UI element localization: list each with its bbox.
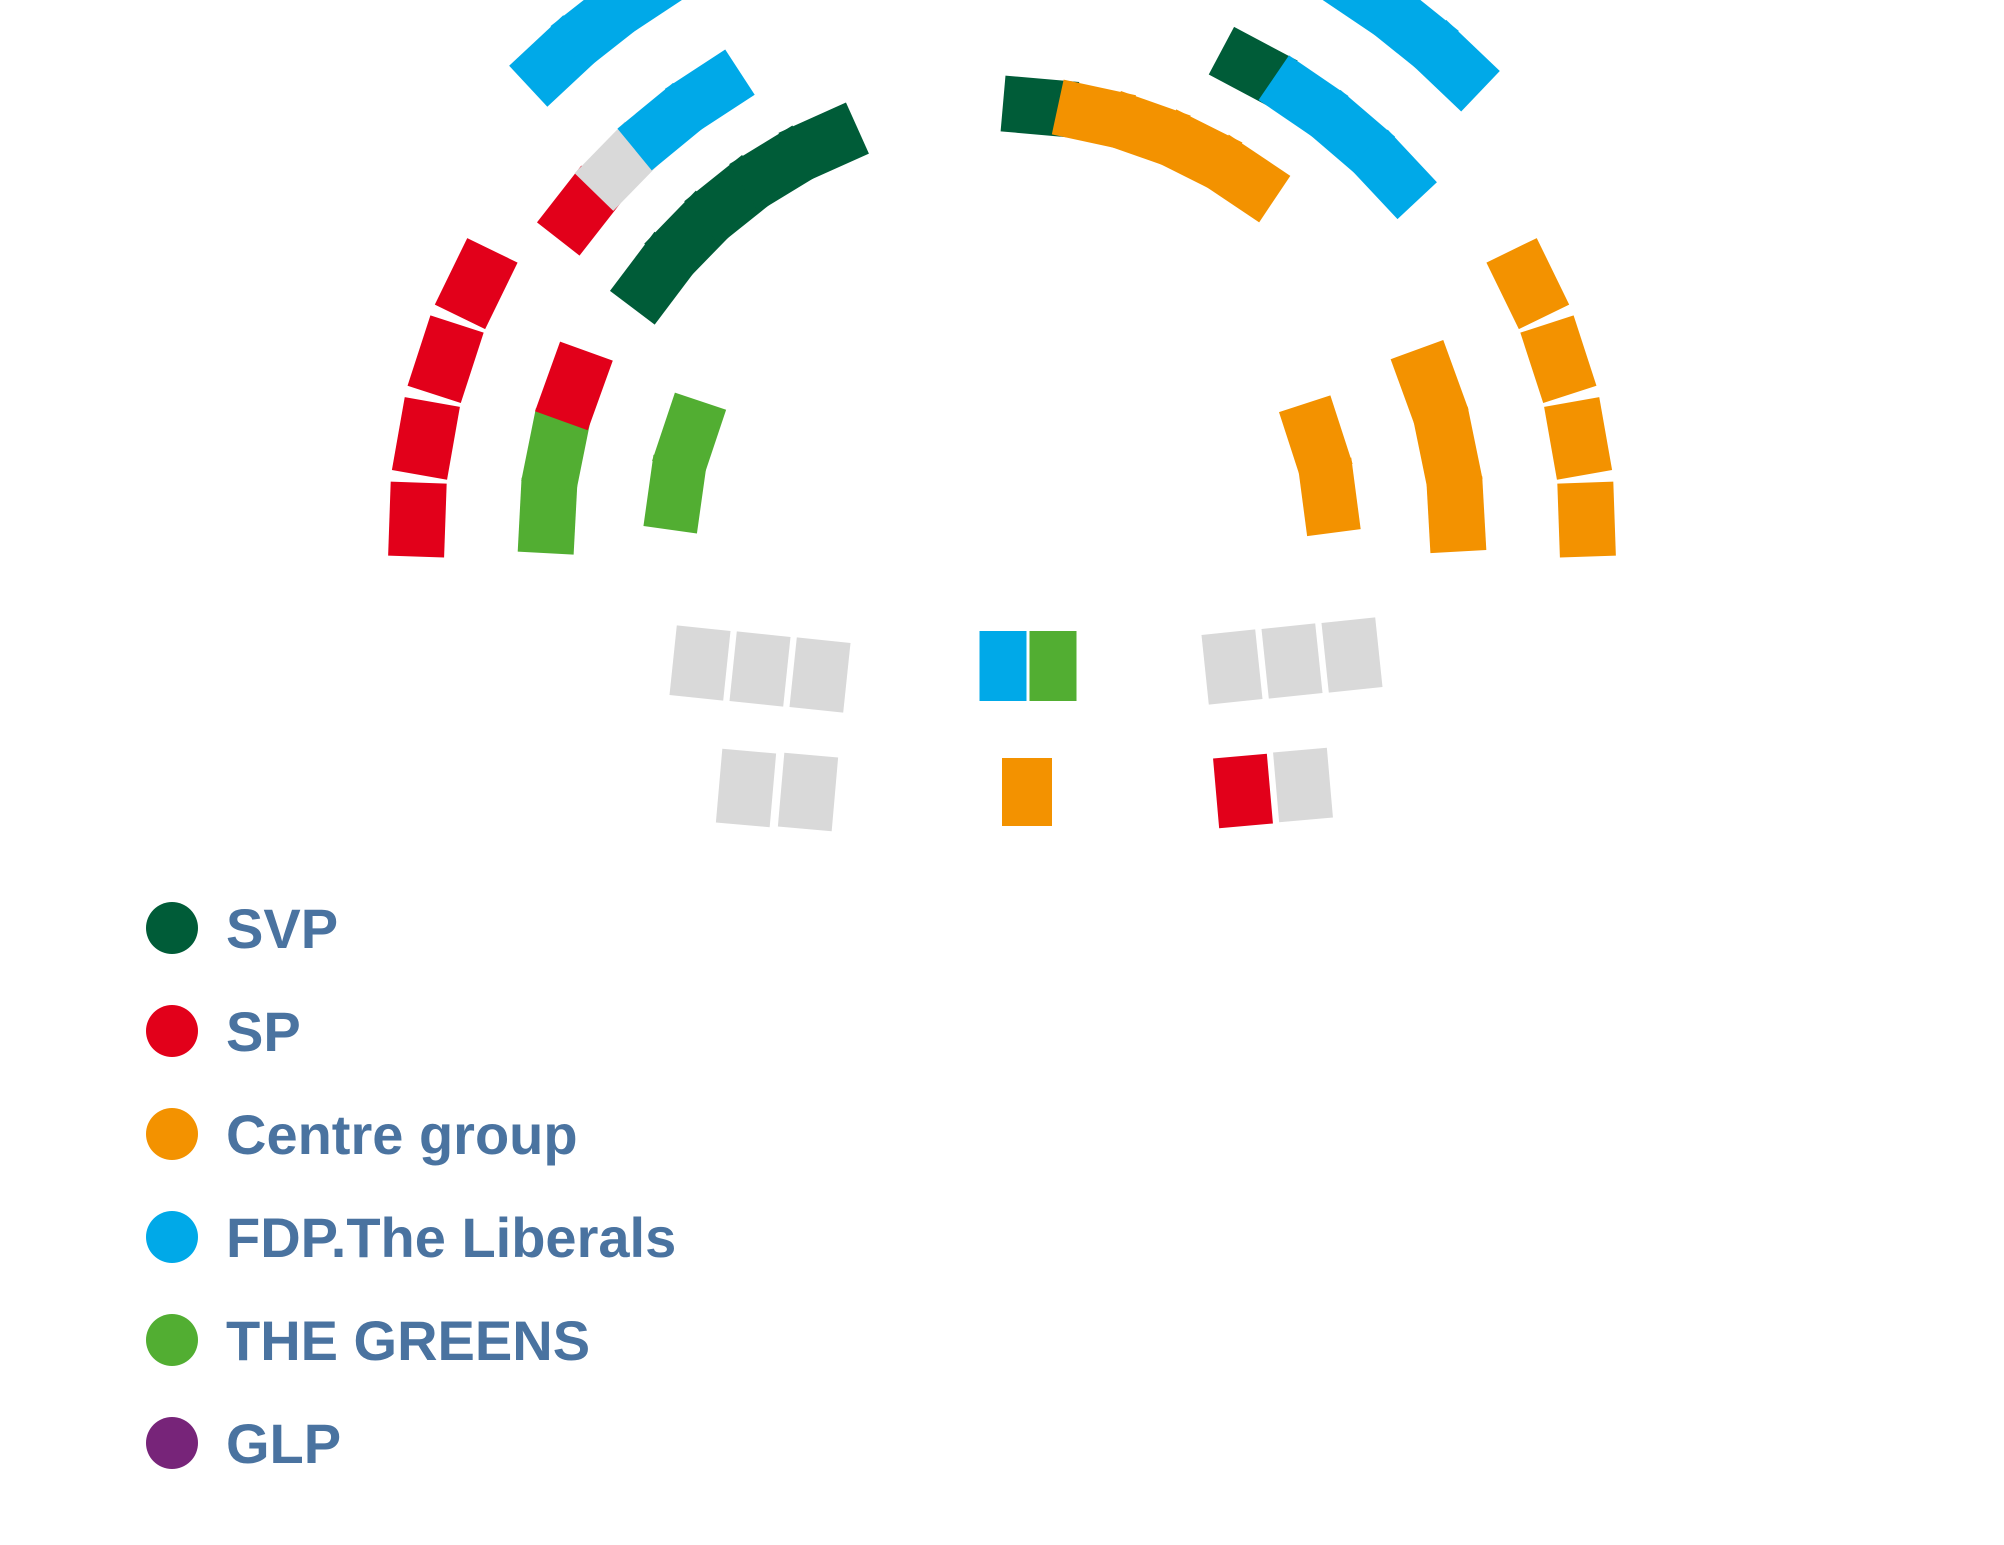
legend-dot-glp	[146, 1417, 198, 1469]
seat-centre-52	[1002, 758, 1052, 826]
legend-label-svp: SVP	[226, 897, 338, 960]
seat-empty-47	[1201, 629, 1263, 705]
seat-centre-40	[1544, 397, 1613, 480]
legend-label-glp: GLP	[226, 1412, 341, 1475]
seat-layout	[388, 0, 1616, 832]
legend-label-centre: Centre group	[226, 1103, 578, 1166]
seat-sp-53	[1213, 753, 1273, 829]
seat-fdp-32	[1407, 19, 1500, 112]
seat-centre-34	[1297, 457, 1361, 537]
seat-fdp-6	[595, 0, 688, 37]
legend-dot-svp	[146, 902, 198, 954]
seat-sp-3	[434, 238, 518, 330]
seat-fdp-45	[979, 631, 1027, 701]
seat-fdp-13	[664, 49, 755, 135]
legend-dot-sp	[146, 1005, 198, 1057]
seat-centre-37	[1426, 476, 1487, 554]
seat-centre-38	[1486, 238, 1570, 330]
seat-empty-42	[669, 625, 731, 701]
seat-centre-39	[1520, 315, 1597, 404]
seat-empty-43	[729, 631, 791, 707]
seat-greens-7	[517, 477, 578, 555]
seat-centre-41	[1557, 481, 1616, 558]
seat-greens-14	[643, 454, 707, 534]
seat-svp-20	[778, 102, 869, 184]
legend-label-sp: SP	[226, 1000, 301, 1063]
seat-empty-48	[1261, 623, 1323, 699]
seat-centre-35	[1390, 340, 1469, 429]
party-legend: SVP SP Centre group FDP.The Liberals THE GRE…	[146, 897, 676, 1475]
seat-empty-44	[789, 637, 851, 713]
legend-dot-centre	[146, 1108, 198, 1160]
legend-dot-greens	[146, 1314, 198, 1366]
seat-sp-2	[407, 315, 484, 404]
seat-centre-33	[1278, 395, 1353, 481]
legend-label-fdp: FDP.The Liberals	[226, 1206, 676, 1269]
seat-empty-50	[715, 748, 777, 828]
seat-empty-51	[777, 752, 839, 832]
seat-centre-25	[1197, 134, 1291, 223]
seat-sp-9	[535, 341, 613, 431]
seat-fdp-29	[1348, 129, 1437, 220]
seat-greens-46	[1029, 631, 1077, 701]
seat-greens-8	[521, 408, 591, 492]
seat-empty-54	[1273, 747, 1333, 823]
seat-greens-15	[652, 392, 727, 479]
legend-label-greens: THE GREENS	[226, 1309, 590, 1372]
seat-sp-1	[391, 397, 460, 480]
seat-centre-36	[1412, 406, 1483, 491]
seat-sp-0	[388, 481, 447, 558]
legend-dot-fdp	[146, 1211, 198, 1263]
seat-empty-49	[1321, 617, 1383, 693]
